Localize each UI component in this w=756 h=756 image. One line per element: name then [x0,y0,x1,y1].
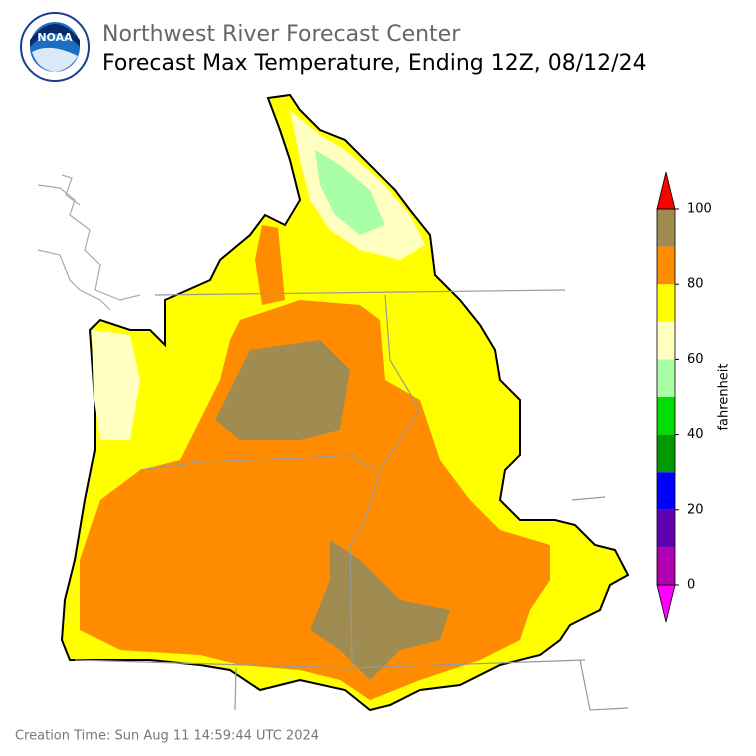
colorbar-segment [657,509,675,548]
state-boundaries [74,289,629,711]
creation-time: Creation Time: Sun Aug 11 14:59:44 UTC 2… [15,729,319,744]
colorbar-segment [657,359,675,397]
hot-zone [310,540,450,680]
colorbar-segment [657,434,675,473]
colorbar: 0 20 40 60 80 100 [656,171,712,623]
map [37,93,630,712]
org-title: Northwest River Forecast Center [102,22,461,47]
warm-zone [255,225,285,305]
colorbar-segment [657,472,675,510]
colorbar-tick-label: 80 [687,277,704,292]
colorbar-segment [657,246,675,285]
noaa-logo: NOAA [20,12,90,82]
map-title: Forecast Max Temperature, Ending 12Z, 08… [102,51,647,76]
coastline [37,174,141,311]
colorbar-segment [657,397,675,435]
green-zone [315,150,385,235]
warm-zone [80,300,550,700]
colorbar-label: fahrenheit [717,363,732,430]
colorbar-segment [657,321,675,360]
colorbar-tick-label: 20 [687,502,704,517]
colorbar-tick-label: 0 [687,578,695,593]
colorbar-tick-label: 100 [687,202,712,217]
colorbar-segment [657,547,675,585]
colorbar-frame [656,208,676,586]
hot-zone [215,340,350,440]
colorbar-tick-label: 40 [687,427,704,442]
colorbar-tick-label: 60 [687,352,704,367]
coast-zone [92,330,140,440]
colorbar-segment [657,284,675,322]
colorbar-segment [657,209,675,247]
logo-text: NOAA [37,31,73,44]
